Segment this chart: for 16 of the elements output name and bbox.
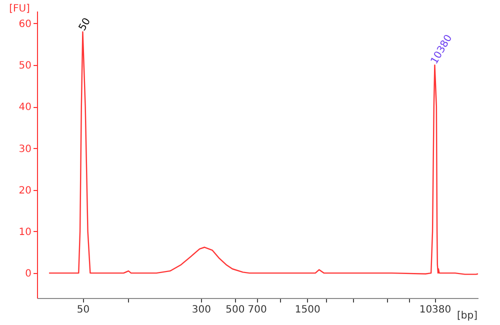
- y-tick-label: 10: [18, 226, 32, 238]
- x-tick-label: 50: [76, 304, 90, 316]
- y-tick-label: 0: [25, 268, 32, 280]
- x-tick-label: 300: [192, 304, 211, 316]
- y-tick-label: 50: [18, 60, 32, 72]
- y-tick-label: 60: [18, 18, 32, 30]
- x-tick-label: 700: [248, 304, 267, 316]
- y-axis-title: [FU]: [9, 4, 30, 14]
- y-tick-label: 40: [18, 102, 32, 114]
- x-axis-title: [bp]: [457, 310, 478, 322]
- x-tick-label: 10380: [419, 304, 452, 316]
- y-tick-label: 20: [18, 185, 32, 196]
- x-tick-label: 1500: [294, 304, 320, 316]
- annotation: 50: [77, 16, 94, 33]
- y-tick-label: 30: [18, 144, 32, 155]
- x-tick-label: 500: [226, 304, 245, 316]
